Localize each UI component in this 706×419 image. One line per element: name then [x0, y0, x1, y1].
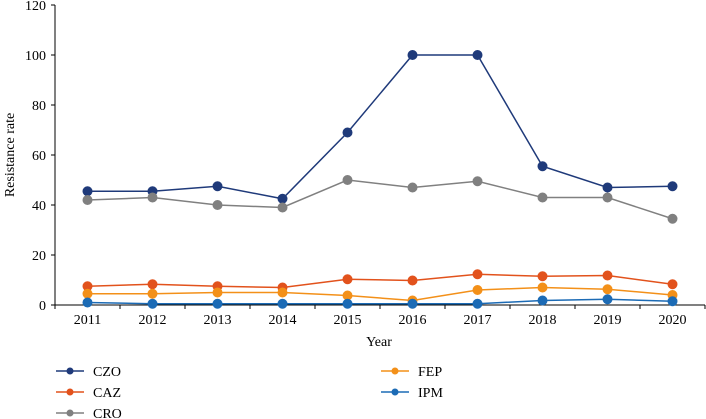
x-tick-label: 2020	[659, 313, 687, 328]
data-point-czo	[277, 193, 288, 204]
series-caz	[82, 269, 678, 293]
legend-item-ipm: IPM	[381, 386, 443, 401]
legend-label: CRO	[93, 407, 122, 419]
data-point-ipm	[147, 298, 158, 309]
data-point-caz	[537, 271, 548, 282]
data-point-cro	[342, 175, 353, 185]
series-fep	[82, 282, 678, 306]
series-czo	[82, 50, 678, 204]
legend-label: IPM	[418, 386, 443, 401]
data-point-cro	[537, 192, 548, 203]
data-point-caz	[407, 275, 418, 286]
data-point-fep	[537, 282, 548, 293]
data-point-caz	[342, 274, 353, 285]
legend-item-cro: CRO	[56, 407, 122, 419]
series-cro	[82, 175, 678, 224]
legend-label: CAZ	[93, 386, 121, 401]
y-tick-label: 60	[32, 149, 46, 164]
data-point-czo	[537, 161, 548, 172]
data-point-fep	[342, 290, 353, 301]
data-point-fep	[277, 287, 288, 298]
data-point-ipm	[667, 296, 678, 307]
x-tick-label: 2013	[204, 313, 232, 328]
data-point-caz	[602, 270, 613, 281]
x-tick-label: 2017	[464, 313, 492, 328]
data-point-caz	[147, 279, 158, 290]
data-point-ipm	[277, 298, 288, 309]
x-tick-label: 2011	[74, 313, 101, 328]
data-point-cro	[602, 192, 613, 203]
data-point-czo	[602, 182, 613, 193]
y-tick-label: 0	[39, 299, 46, 314]
legend: CZO CAZ CRO FEP IPM	[56, 365, 443, 419]
legend-item-caz: CAZ	[56, 386, 121, 401]
data-point-ipm	[472, 298, 483, 309]
data-point-caz	[667, 279, 678, 290]
series-layer	[82, 50, 678, 309]
y-tick-label: 40	[32, 199, 46, 214]
y-tick-label: 80	[32, 99, 46, 114]
legend-swatch-marker	[66, 409, 74, 417]
data-point-czo	[472, 50, 483, 60]
data-point-czo	[407, 50, 418, 60]
series-line-caz	[87, 273, 673, 289]
x-tick-label: 2016	[399, 313, 427, 328]
data-point-fep	[82, 288, 93, 299]
data-point-cro	[407, 182, 418, 193]
data-point-czo	[212, 181, 223, 192]
data-point-caz	[472, 269, 483, 280]
x-tick-label: 2014	[269, 313, 297, 328]
data-point-cro	[277, 202, 288, 213]
data-point-czo	[342, 127, 353, 138]
legend-swatch-marker	[66, 388, 74, 396]
legend-swatch-marker	[391, 367, 399, 375]
legend-swatch-marker	[391, 388, 399, 396]
series-ipm	[82, 294, 678, 309]
series-line-czo	[87, 54, 673, 200]
data-point-cro	[147, 192, 158, 203]
y-axis-label: Resistance rate	[3, 113, 18, 197]
x-axis-label: Year	[366, 335, 392, 350]
x-tick-label: 2015	[334, 313, 362, 328]
x-axis-ticks: 2011 2012 2013 2014 2015 2016 2017 2018 2019 2020	[54, 305, 706, 328]
data-point-cro	[667, 213, 678, 224]
y-axis-ticks: 0 20 40 60 80 100 120	[25, 0, 55, 314]
data-point-ipm	[602, 294, 613, 305]
data-point-fep	[147, 288, 158, 299]
data-point-czo	[667, 181, 678, 192]
series-line-fep	[87, 286, 673, 302]
series-line-cro	[87, 179, 673, 220]
x-tick-label: 2018	[529, 313, 557, 328]
data-point-ipm	[342, 298, 353, 309]
x-tick-label: 2012	[139, 313, 167, 328]
data-point-fep	[602, 284, 613, 295]
legend-item-czo: CZO	[56, 365, 121, 380]
data-point-ipm	[212, 298, 223, 309]
data-point-fep	[212, 287, 223, 298]
data-point-ipm	[407, 298, 418, 309]
legend-label: FEP	[418, 365, 442, 380]
data-point-cro	[212, 200, 223, 210]
y-tick-label: 20	[32, 249, 46, 264]
data-point-ipm	[82, 297, 93, 308]
data-point-fep	[472, 285, 483, 295]
data-point-ipm	[537, 295, 548, 306]
legend-swatch-marker	[66, 367, 74, 375]
data-point-cro	[82, 195, 93, 205]
data-point-czo	[82, 186, 93, 197]
x-tick-label: 2019	[594, 313, 622, 328]
legend-label: CZO	[93, 365, 121, 380]
y-tick-label: 120	[25, 0, 46, 14]
series-line-ipm	[87, 298, 673, 305]
data-point-cro	[472, 176, 483, 187]
y-tick-label: 100	[25, 49, 46, 64]
legend-item-fep: FEP	[381, 365, 442, 380]
data-point-caz	[82, 281, 93, 292]
